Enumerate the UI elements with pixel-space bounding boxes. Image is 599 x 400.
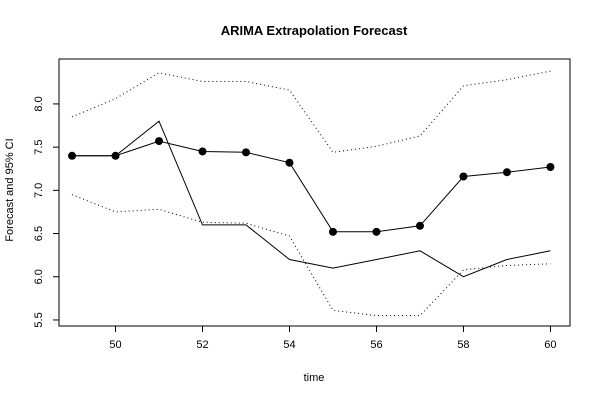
forecast-point <box>328 227 337 236</box>
x-tick-label: 58 <box>457 339 469 351</box>
series-layer <box>68 70 555 317</box>
actual-line <box>72 120 551 278</box>
chart-title: ARIMA Extrapolation Forecast <box>221 23 408 38</box>
y-tick-label: 6.5 <box>33 226 45 241</box>
forecast-point <box>546 163 555 172</box>
y-axis-label: Forecast and 95% CI <box>4 138 16 241</box>
forecast-point <box>459 172 468 181</box>
x-tick-label: 52 <box>196 339 208 351</box>
x-tick-label: 56 <box>370 339 382 351</box>
forecast-point <box>198 147 207 156</box>
y-tick-label: 7.0 <box>33 183 45 198</box>
y-tick-label: 5.5 <box>33 312 45 327</box>
x-tick-label: 60 <box>544 339 556 351</box>
forecast-point <box>285 158 294 167</box>
y-tick-label: 7.5 <box>33 139 45 154</box>
x-tick-label: 54 <box>283 339 295 351</box>
forecast-point <box>242 148 251 157</box>
lower-95-line <box>71 194 551 317</box>
forecast-point <box>502 168 511 177</box>
x-axis: 50 52 54 56 58 60 <box>109 326 557 351</box>
forecast-point <box>155 137 164 146</box>
forecast-line <box>72 140 551 233</box>
y-axis: 5.5 6.0 6.5 7.0 7.5 8.0 <box>33 96 59 328</box>
forecast-point <box>415 221 424 230</box>
y-tick-label: 6.0 <box>33 269 45 284</box>
forecast-point <box>372 227 381 236</box>
upper-95-line <box>71 70 551 153</box>
plot-frame <box>58 58 571 327</box>
x-tick-label: 50 <box>109 339 121 351</box>
x-axis-label: time <box>304 372 325 384</box>
y-tick-label: 8.0 <box>33 96 45 111</box>
